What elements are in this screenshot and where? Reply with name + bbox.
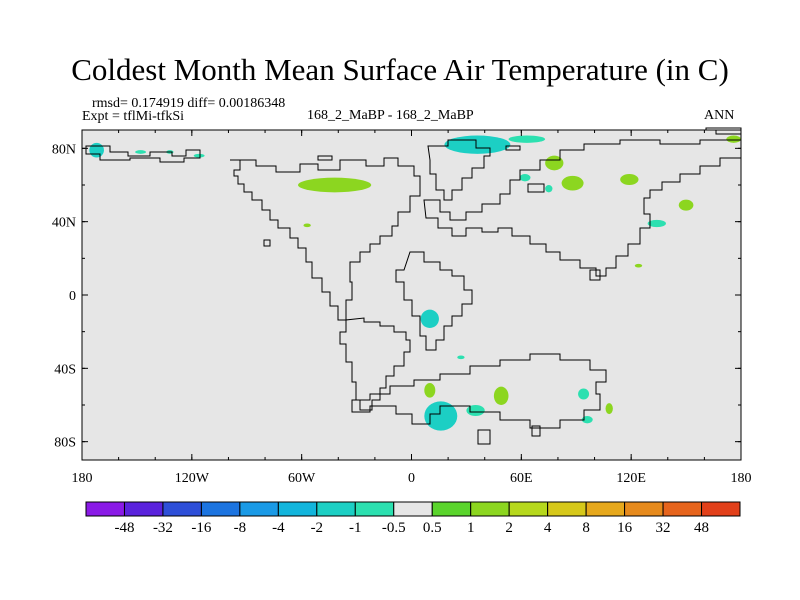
- colorbar-box-15: [662, 501, 703, 517]
- y-tick-label-4: 80S: [54, 436, 76, 451]
- coastline-greenland: [427, 139, 491, 201]
- anomaly-patch-1: [135, 150, 147, 154]
- plot-area: [82, 130, 741, 460]
- colorbar-label-13: 16: [617, 520, 633, 536]
- colorbar-box-16: [701, 501, 741, 517]
- colorbar-label-6: -1: [349, 520, 362, 536]
- y-tick-label-2: 0: [69, 289, 76, 304]
- x-axis: 180 120W 60W 0 60E 120E 180: [72, 130, 752, 486]
- anomaly-patch-24: [578, 388, 590, 400]
- colorbar-label-8: 0.5: [423, 520, 442, 536]
- coastline-africa: [395, 251, 473, 351]
- y-tick-label-0: 80N: [52, 142, 76, 157]
- colorbar-box-4: [239, 501, 279, 517]
- anomaly-patch-22: [466, 405, 485, 416]
- anomaly-patch-0: [89, 142, 104, 158]
- case-label: 168_2_MaBP - 168_2_MaBP: [307, 108, 474, 123]
- anomaly-patch-10: [561, 175, 584, 191]
- anomaly-patch-7: [508, 135, 546, 143]
- colorbar-box-2: [162, 501, 202, 517]
- anomaly-patch-3: [193, 153, 205, 158]
- anomaly-patch-21: [424, 401, 458, 431]
- season-label: ANN: [704, 108, 735, 123]
- colorbar-label-10: 2: [505, 520, 513, 536]
- coastline-arctic-islands: [85, 127, 742, 163]
- y-axis: 80N 40N 0 40S 80S: [52, 142, 741, 451]
- anomaly-patch-9: [519, 174, 531, 182]
- colorbar-label-3: -8: [234, 520, 247, 536]
- colorbar-label-12: 8: [582, 520, 590, 536]
- anomaly-patch-18: [457, 355, 465, 360]
- x-tick-label-1: 120W: [175, 471, 210, 486]
- y-tick-label-1: 40N: [52, 216, 76, 231]
- anomaly-patch-4: [298, 177, 372, 193]
- colorbar-box-3: [200, 501, 241, 517]
- anomaly-patch-8: [545, 155, 564, 171]
- colorbar-label-5: -2: [311, 520, 324, 536]
- colorbar: -48 -32 -16 -8 -4 -2 -1 -0.5 0.5 1 2 4 8 16 32 48: [85, 501, 741, 536]
- anomaly-patch-14: [726, 135, 742, 143]
- x-tick-label-5: 120E: [616, 471, 646, 486]
- anomaly-patch-6: [444, 135, 511, 154]
- anomaly-patch-25: [605, 403, 613, 415]
- coastline-north-america: [230, 157, 421, 321]
- colorbar-label-11: 4: [544, 520, 552, 536]
- coastline-caspian: [263, 183, 601, 281]
- colorbar-label-9: 1: [467, 520, 475, 536]
- x-tick-label-0: 180: [72, 471, 93, 486]
- colorbar-label-15: 48: [694, 520, 709, 536]
- colorbar-box-10: [470, 501, 510, 517]
- colorbar-label-1: -32: [153, 520, 173, 536]
- anomaly-patch-11: [620, 174, 639, 185]
- chart-title: Coldest Month Mean Surface Air Temperatu…: [71, 52, 729, 87]
- anomaly-patch-17: [420, 309, 439, 329]
- anomaly-patch-15: [647, 219, 666, 228]
- experiment-label: Expt = tflMi-tfkSi: [82, 109, 185, 124]
- anomaly-patch-16: [634, 263, 643, 268]
- colorbar-label-0: -48: [114, 520, 134, 536]
- colorbar-box-7: [354, 501, 395, 517]
- coastline-south-america: [339, 317, 411, 411]
- colorbar-label-2: -16: [191, 520, 211, 536]
- x-tick-label-3: 0: [408, 471, 415, 486]
- colorbar-box-12: [547, 501, 587, 517]
- colorbar-box-8: [393, 501, 433, 517]
- colorbar-label-7: -0.5: [382, 520, 406, 536]
- colorbar-box-1: [123, 501, 164, 517]
- coastline-eurasia: [423, 139, 742, 277]
- colorbar-box-9: [431, 501, 472, 517]
- colorbar-box-14: [624, 501, 664, 517]
- colorbar-box-6: [316, 501, 356, 517]
- coastline-southern-landmass: [351, 353, 607, 429]
- stats-line: rmsd= 0.174919 diff= 0.00186348: [92, 96, 286, 111]
- colorbar-box-0: [85, 501, 125, 517]
- colorbar-box-5: [277, 501, 318, 517]
- anomaly-patch-12: [545, 185, 553, 193]
- anomaly-patch-19: [424, 383, 436, 398]
- colorbar-box-11: [508, 501, 549, 517]
- anomaly-patch-13: [678, 199, 694, 211]
- colorbar-label-14: 32: [656, 520, 671, 536]
- x-tick-label-2: 60W: [288, 471, 316, 486]
- anomaly-patch-5: [303, 223, 311, 228]
- x-tick-label-6: 180: [731, 471, 752, 486]
- anomaly-patch-23: [493, 386, 509, 406]
- x-tick-label-4: 60E: [510, 471, 533, 486]
- coastlines: [85, 127, 742, 445]
- coastline-southern-islands: [477, 425, 541, 445]
- colorbar-box-13: [585, 501, 626, 517]
- y-tick-label-3: 40S: [54, 362, 76, 377]
- colorbar-label-4: -4: [272, 520, 285, 536]
